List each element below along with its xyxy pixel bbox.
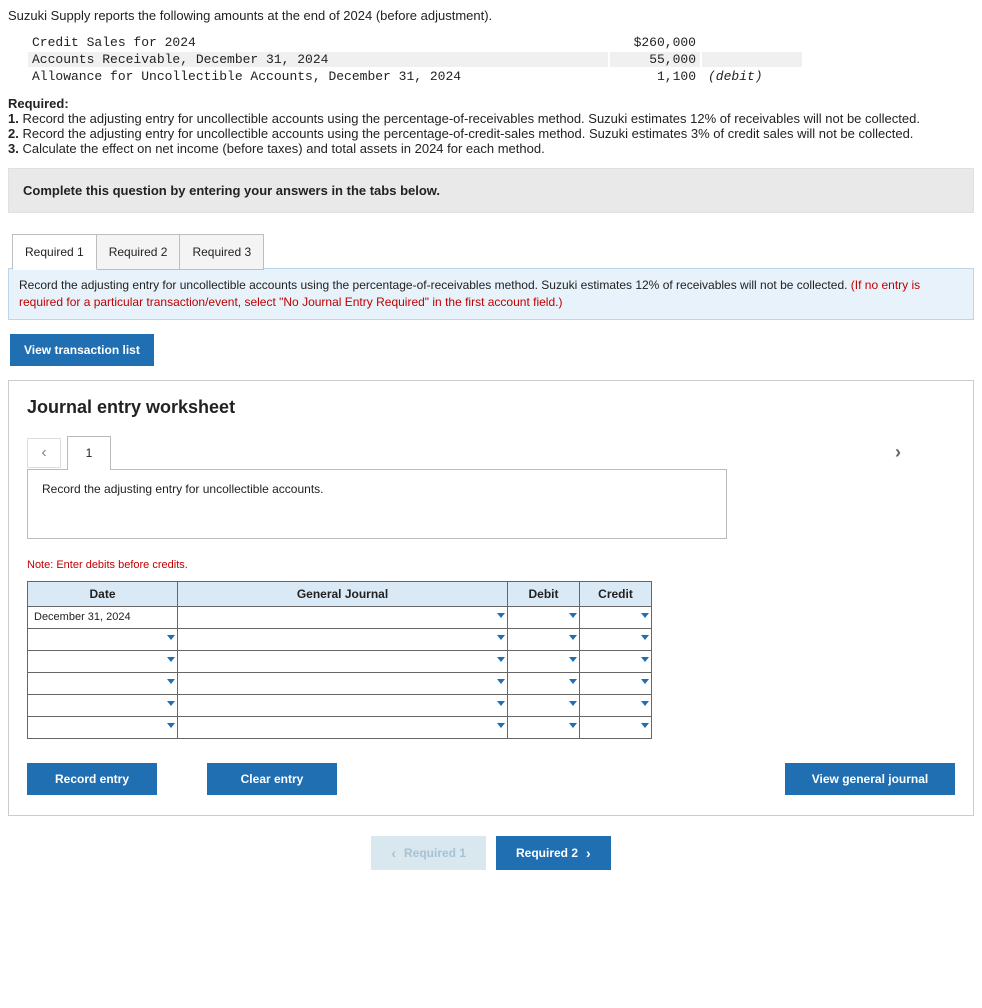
problem-intro: Suzuki Supply reports the following amou… (8, 8, 974, 23)
col-general-journal-header: General Journal (178, 581, 508, 606)
account-cell[interactable] (178, 628, 508, 650)
required-item-text: Record the adjusting entry for uncollect… (19, 111, 920, 126)
chevron-left-icon: ‹ (391, 845, 396, 861)
required-item-number: 3. (8, 141, 19, 156)
tab-required-1[interactable]: Required 1 (12, 234, 97, 270)
data-label: Allowance for Uncollectible Accounts, De… (28, 69, 608, 84)
required-item-text: Calculate the effect on net income (befo… (19, 141, 545, 156)
required-item-number: 1. (8, 111, 19, 126)
debit-cell[interactable] (508, 694, 580, 716)
required-section: Required: 1. Record the adjusting entry … (8, 96, 974, 156)
data-value: $260,000 (610, 35, 700, 50)
tab-required-3[interactable]: Required 3 (179, 234, 264, 270)
data-value: 55,000 (610, 52, 700, 67)
worksheet-button-row: Record entry Clear entry View general jo… (27, 763, 955, 795)
credit-cell[interactable] (580, 672, 652, 694)
instruction-bar: Complete this question by entering your … (8, 168, 974, 213)
account-cell[interactable] (178, 694, 508, 716)
date-cell[interactable] (28, 650, 178, 672)
journal-row (28, 716, 652, 738)
tabs-row: Required 1Required 2Required 3 (12, 233, 974, 269)
record-entry-button[interactable]: Record entry (27, 763, 157, 795)
journal-table: Date General Journal Debit Credit Decemb… (27, 581, 652, 739)
chevron-right-icon: › (586, 845, 591, 861)
required-heading: Required: (8, 96, 69, 111)
account-cell[interactable] (178, 672, 508, 694)
required-item-text: Record the adjusting entry for uncollect… (19, 126, 914, 141)
prev-tab-label: Required 1 (404, 846, 466, 860)
date-cell[interactable] (28, 672, 178, 694)
date-cell[interactable] (28, 628, 178, 650)
next-tab-button[interactable]: Required 2 › (496, 836, 611, 870)
worksheet-description: Record the adjusting entry for uncollect… (27, 469, 727, 539)
tab-required-2[interactable]: Required 2 (96, 234, 181, 270)
journal-row: December 31, 2024 (28, 606, 652, 628)
worksheet-nav: ‹ 1 › (27, 436, 955, 470)
credit-cell[interactable] (580, 694, 652, 716)
account-cell[interactable] (178, 650, 508, 672)
col-credit-header: Credit (580, 581, 652, 606)
data-note (702, 35, 802, 50)
col-date-header: Date (28, 581, 178, 606)
journal-row (28, 650, 652, 672)
date-cell[interactable]: December 31, 2024 (28, 606, 178, 628)
journal-row (28, 672, 652, 694)
credit-cell[interactable] (580, 606, 652, 628)
account-cell[interactable] (178, 606, 508, 628)
debit-cell[interactable] (508, 606, 580, 628)
date-cell[interactable] (28, 694, 178, 716)
chevron-right-icon[interactable]: › (881, 438, 915, 468)
data-value: 1,100 (610, 69, 700, 84)
bottom-nav: ‹ Required 1 Required 2 › (8, 836, 974, 870)
data-row: Credit Sales for 2024$260,000 (28, 35, 802, 50)
data-label: Accounts Receivable, December 31, 2024 (28, 52, 608, 67)
debit-cell[interactable] (508, 672, 580, 694)
next-tab-label: Required 2 (516, 846, 578, 860)
chevron-left-icon[interactable]: ‹ (27, 438, 61, 468)
col-debit-header: Debit (508, 581, 580, 606)
prev-tab-button: ‹ Required 1 (371, 836, 486, 870)
data-note: (debit) (702, 69, 802, 84)
debit-cell[interactable] (508, 650, 580, 672)
debit-cell[interactable] (508, 628, 580, 650)
data-row: Allowance for Uncollectible Accounts, De… (28, 69, 802, 84)
date-cell[interactable] (28, 716, 178, 738)
data-note (702, 52, 802, 67)
prompt-main: Record the adjusting entry for uncollect… (19, 278, 851, 292)
tab-prompt: Record the adjusting entry for uncollect… (8, 268, 974, 320)
worksheet-note: Note: Enter debits before credits. (27, 559, 955, 571)
credit-cell[interactable] (580, 628, 652, 650)
credit-cell[interactable] (580, 650, 652, 672)
account-cell[interactable] (178, 716, 508, 738)
given-data-table: Credit Sales for 2024$260,000Accounts Re… (26, 33, 804, 86)
required-item-number: 2. (8, 126, 19, 141)
debit-cell[interactable] (508, 716, 580, 738)
journal-row (28, 694, 652, 716)
journal-worksheet: Journal entry worksheet ‹ 1 › Record the… (8, 380, 974, 816)
journal-row (28, 628, 652, 650)
credit-cell[interactable] (580, 716, 652, 738)
clear-entry-button[interactable]: Clear entry (207, 763, 337, 795)
worksheet-title: Journal entry worksheet (27, 397, 955, 418)
data-label: Credit Sales for 2024 (28, 35, 608, 50)
view-transaction-list-button[interactable]: View transaction list (10, 334, 154, 366)
view-general-journal-button[interactable]: View general journal (785, 763, 955, 795)
worksheet-step-tab[interactable]: 1 (67, 436, 111, 470)
data-row: Accounts Receivable, December 31, 202455… (28, 52, 802, 67)
